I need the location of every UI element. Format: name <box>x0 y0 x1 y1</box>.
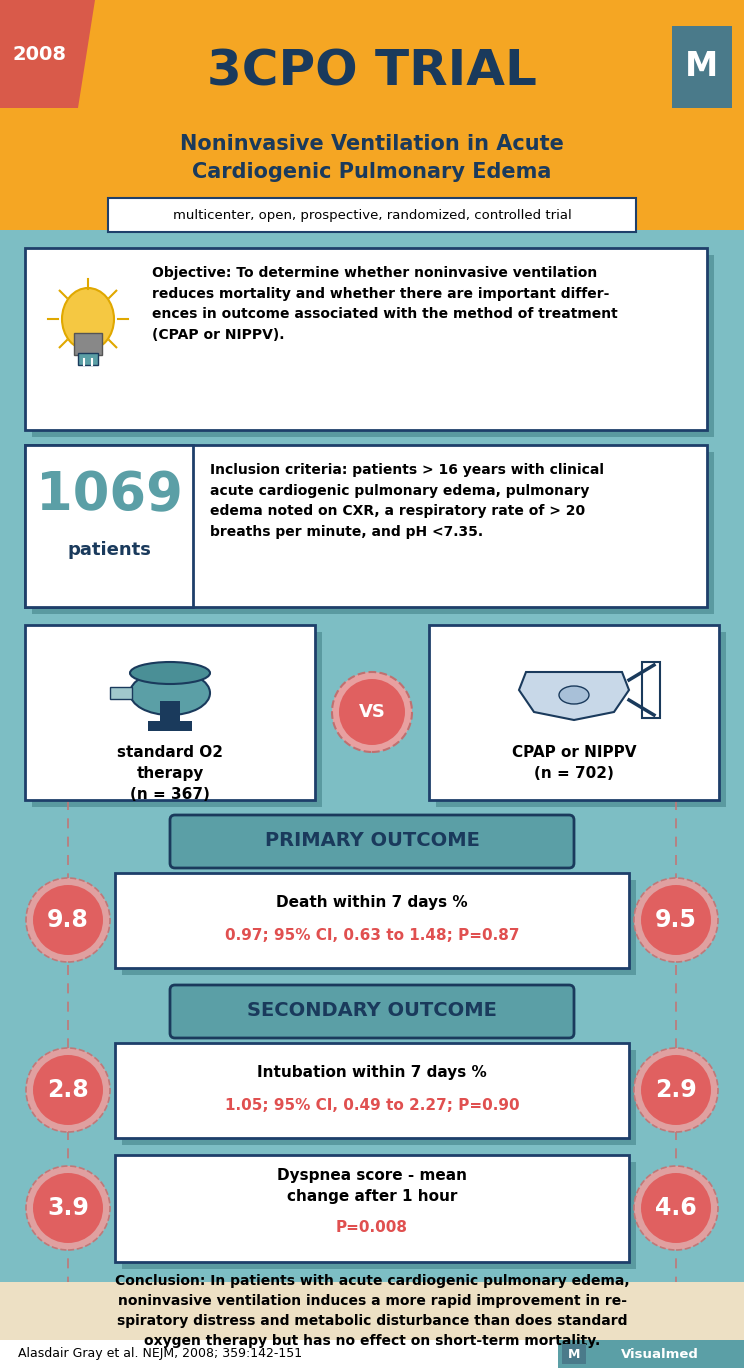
FancyBboxPatch shape <box>25 445 707 607</box>
FancyBboxPatch shape <box>672 26 732 108</box>
Text: SECONDARY OUTCOME: SECONDARY OUTCOME <box>247 1001 497 1021</box>
Text: CPAP or NIPPV
(n = 702): CPAP or NIPPV (n = 702) <box>512 746 636 781</box>
Ellipse shape <box>559 685 589 705</box>
FancyBboxPatch shape <box>429 625 719 800</box>
FancyBboxPatch shape <box>562 1343 586 1364</box>
Text: Inclusion criteria: patients > 16 years with clinical
acute cardiogenic pulmonar: Inclusion criteria: patients > 16 years … <box>210 462 604 539</box>
Text: 3.9: 3.9 <box>47 1196 89 1220</box>
Circle shape <box>634 1166 718 1250</box>
Bar <box>558 1341 744 1368</box>
Bar <box>110 687 132 699</box>
FancyBboxPatch shape <box>25 445 193 607</box>
Circle shape <box>634 878 718 962</box>
Text: Conclusion: In patients with acute cardiogenic pulmonary edema,
noninvasive vent: Conclusion: In patients with acute cardi… <box>115 1274 629 1347</box>
Text: Alasdair Gray et al. NEJM, 2008; 359:142-151: Alasdair Gray et al. NEJM, 2008; 359:142… <box>18 1347 302 1361</box>
Text: 1.05; 95% CI, 0.49 to 2.27; P=0.90: 1.05; 95% CI, 0.49 to 2.27; P=0.90 <box>225 1099 519 1114</box>
FancyBboxPatch shape <box>122 880 636 975</box>
Text: 3CPO TRIAL: 3CPO TRIAL <box>207 48 537 96</box>
Text: standard O2
therapy
(n = 367): standard O2 therapy (n = 367) <box>117 746 223 802</box>
FancyBboxPatch shape <box>115 873 629 969</box>
Text: M: M <box>685 51 719 83</box>
Circle shape <box>641 885 711 955</box>
Text: Death within 7 days %: Death within 7 days % <box>276 895 468 910</box>
Circle shape <box>33 1055 103 1124</box>
Text: PRIMARY OUTCOME: PRIMARY OUTCOME <box>265 832 479 851</box>
Ellipse shape <box>62 289 114 350</box>
Circle shape <box>634 1048 718 1131</box>
FancyBboxPatch shape <box>122 1161 636 1270</box>
FancyBboxPatch shape <box>108 198 636 233</box>
Text: Visualmed: Visualmed <box>621 1347 699 1361</box>
Bar <box>0 0 744 230</box>
Circle shape <box>26 878 110 962</box>
Text: P=0.008: P=0.008 <box>336 1220 408 1235</box>
Circle shape <box>641 1055 711 1124</box>
Circle shape <box>26 1048 110 1131</box>
Circle shape <box>33 885 103 955</box>
Circle shape <box>332 672 412 752</box>
Polygon shape <box>0 0 95 108</box>
Bar <box>0 1282 744 1341</box>
Bar <box>0 230 744 1368</box>
Bar <box>0 1341 744 1368</box>
FancyBboxPatch shape <box>436 632 726 807</box>
FancyBboxPatch shape <box>32 632 322 807</box>
Bar <box>78 353 98 365</box>
Text: M: M <box>568 1347 580 1361</box>
Circle shape <box>33 1172 103 1244</box>
Circle shape <box>641 1172 711 1244</box>
Text: patients: patients <box>67 540 151 560</box>
Text: Objective: To determine whether noninvasive ventilation
reduces mortality and wh: Objective: To determine whether noninvas… <box>152 265 618 342</box>
Polygon shape <box>519 672 629 720</box>
Text: 9.5: 9.5 <box>655 908 697 932</box>
Ellipse shape <box>130 662 210 684</box>
Text: 1069: 1069 <box>36 469 182 521</box>
Text: 9.8: 9.8 <box>47 908 89 932</box>
Text: Noninvasive Ventilation in Acute
Cardiogenic Pulmonary Edema: Noninvasive Ventilation in Acute Cardiog… <box>180 134 564 182</box>
Text: 2008: 2008 <box>13 45 67 63</box>
Circle shape <box>339 679 405 746</box>
Bar <box>148 721 192 731</box>
FancyBboxPatch shape <box>32 254 714 436</box>
Text: Intubation within 7 days %: Intubation within 7 days % <box>257 1064 487 1079</box>
FancyBboxPatch shape <box>115 1042 629 1138</box>
Bar <box>160 700 180 725</box>
FancyBboxPatch shape <box>115 1155 629 1263</box>
FancyBboxPatch shape <box>32 451 714 614</box>
FancyBboxPatch shape <box>25 625 315 800</box>
Text: 0.97; 95% CI, 0.63 to 1.48; P=0.87: 0.97; 95% CI, 0.63 to 1.48; P=0.87 <box>225 929 519 944</box>
Text: multicenter, open, prospective, randomized, controlled trial: multicenter, open, prospective, randomiz… <box>173 208 571 222</box>
Bar <box>74 332 102 356</box>
Bar <box>642 662 660 718</box>
FancyBboxPatch shape <box>25 248 707 430</box>
Text: 2.9: 2.9 <box>655 1078 697 1103</box>
Text: 4.6: 4.6 <box>655 1196 697 1220</box>
FancyBboxPatch shape <box>170 985 574 1038</box>
FancyBboxPatch shape <box>170 815 574 869</box>
FancyBboxPatch shape <box>122 1051 636 1145</box>
Ellipse shape <box>130 670 210 715</box>
Text: Dyspnea score - mean
change after 1 hour: Dyspnea score - mean change after 1 hour <box>277 1168 467 1204</box>
Circle shape <box>26 1166 110 1250</box>
Text: 2.8: 2.8 <box>47 1078 89 1103</box>
Text: VS: VS <box>359 703 385 721</box>
